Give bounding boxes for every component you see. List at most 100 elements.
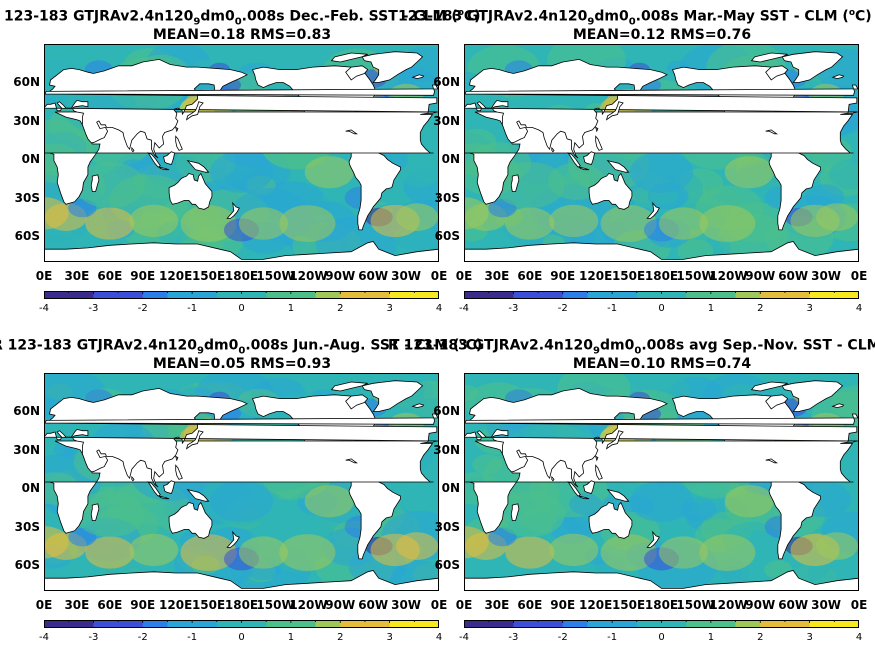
land-java xyxy=(158,166,170,171)
colorbar-segment xyxy=(389,620,415,628)
anomaly-patch xyxy=(209,151,274,194)
lat-label: 0N xyxy=(441,152,460,167)
land-eurasia xyxy=(44,58,438,159)
anomaly-patch xyxy=(74,161,145,209)
colorbar-segment xyxy=(784,620,811,628)
anomaly-patch xyxy=(815,532,859,560)
colorbar-segment xyxy=(686,620,712,628)
lon-label: 150E xyxy=(191,269,226,283)
anomaly-patch xyxy=(699,205,756,242)
lat-label: 30S xyxy=(14,190,40,205)
colorbar-tick-label: 4 xyxy=(435,303,443,314)
colorbar-segment xyxy=(118,620,144,628)
land-newguinea xyxy=(186,489,210,502)
lon-label: 150W xyxy=(676,598,715,612)
colorbar-segment xyxy=(315,620,341,628)
lon-label: 60E xyxy=(97,269,123,283)
colorbar-tick-label: 3 xyxy=(806,632,813,643)
anomaly-patch xyxy=(395,203,439,231)
land-borneo xyxy=(163,151,176,165)
land-samerica xyxy=(348,473,401,560)
lon-label: 60W xyxy=(778,598,809,612)
colorbar-segment xyxy=(364,620,391,628)
lon-label: 60W xyxy=(778,269,809,283)
colorbar-segment xyxy=(216,620,242,628)
sst-anomaly-map-4 xyxy=(464,373,859,591)
colorbar-segment xyxy=(216,291,242,299)
anomaly-patch xyxy=(464,526,489,559)
land-japan xyxy=(185,430,204,450)
lat-label: 30N xyxy=(433,113,460,128)
colorbar-segment xyxy=(686,291,712,299)
land-taiwan xyxy=(595,455,599,462)
anomaly-patch xyxy=(209,480,274,523)
lon-label: 0E xyxy=(430,598,448,612)
colorbar-segment xyxy=(661,620,687,628)
lon-label: 150W xyxy=(256,269,295,283)
colorbar-tick-label: 2 xyxy=(757,632,764,643)
land-greenland xyxy=(361,51,424,83)
lon-label: 120W xyxy=(709,598,748,612)
colorbar-tick-label: -3 xyxy=(508,632,519,643)
anomaly-patch xyxy=(724,485,774,518)
land-newguinea xyxy=(606,489,630,502)
colorbar-tick-label: 2 xyxy=(757,303,764,314)
land-australia xyxy=(588,172,633,210)
lon-label: 90W xyxy=(745,269,776,283)
land-borneo xyxy=(583,480,596,494)
land-philippines xyxy=(595,464,603,480)
land-japan xyxy=(605,430,624,450)
panel-1-title: 123-183 GTJRAv2.4n1209dm00.008s Dec.-Feb… xyxy=(4,8,481,28)
lat-label: 0N xyxy=(21,152,40,167)
colorbar-tick-label: -4 xyxy=(459,632,469,643)
colorbar-tick-label: -1 xyxy=(187,632,198,643)
land-antarctica xyxy=(44,241,439,262)
panel-1-stats: MEAN=0.18 RMS=0.83 xyxy=(152,27,332,43)
anomaly-patch xyxy=(304,485,354,518)
land-cuba xyxy=(765,129,778,135)
land-philippines xyxy=(175,135,183,151)
anomaly-patch xyxy=(600,534,657,571)
lat-label: 60S xyxy=(14,229,40,244)
anomaly-patch xyxy=(600,205,657,242)
lon-label: 90E xyxy=(550,269,576,283)
lat-label: 30S xyxy=(434,519,460,534)
lon-label: 30W xyxy=(391,598,422,612)
anomaly-patch xyxy=(44,197,69,230)
colorbar-tick-label: 0 xyxy=(238,303,245,314)
anomaly-patch xyxy=(129,204,179,238)
land-baffin xyxy=(765,394,789,410)
lon-label: 60E xyxy=(517,269,543,283)
land-iceland xyxy=(831,74,845,80)
land-japan xyxy=(605,101,624,121)
land-eurasia xyxy=(44,387,438,488)
colorbar-tick-label: 3 xyxy=(386,632,393,643)
map-frame xyxy=(464,44,859,262)
land-taiwan xyxy=(175,126,179,133)
colorbar-segment xyxy=(735,620,761,628)
land-newzealand xyxy=(226,201,240,219)
colorbar-segment xyxy=(784,291,811,299)
lon-label: 150E xyxy=(191,598,226,612)
anomaly-patch xyxy=(85,207,135,240)
land-sumatra xyxy=(147,152,161,168)
lon-label: 60E xyxy=(97,598,123,612)
colorbar-segment xyxy=(142,291,168,299)
colorbar-segment xyxy=(538,291,564,299)
land-madagascar xyxy=(90,174,100,192)
land-australia xyxy=(168,501,213,539)
panel-2-stats: MEAN=0.12 RMS=0.76 xyxy=(572,27,752,43)
land-taiwan xyxy=(175,455,179,462)
panel-3-title: R 123-183 GTJRAv2.4n1209dm00.008s Jun.-A… xyxy=(0,337,483,357)
colorbar-segment xyxy=(488,291,514,299)
anomaly-patch xyxy=(549,533,599,567)
colorbar-segment xyxy=(192,620,218,628)
colorbar-segment xyxy=(562,291,588,299)
land-uk xyxy=(44,413,439,425)
colorbar-segment xyxy=(290,620,317,628)
land-australia xyxy=(168,172,213,210)
colorbar-tick-label: 0 xyxy=(658,632,665,643)
land-greenland xyxy=(781,380,844,412)
lat-label: 60S xyxy=(434,229,460,244)
